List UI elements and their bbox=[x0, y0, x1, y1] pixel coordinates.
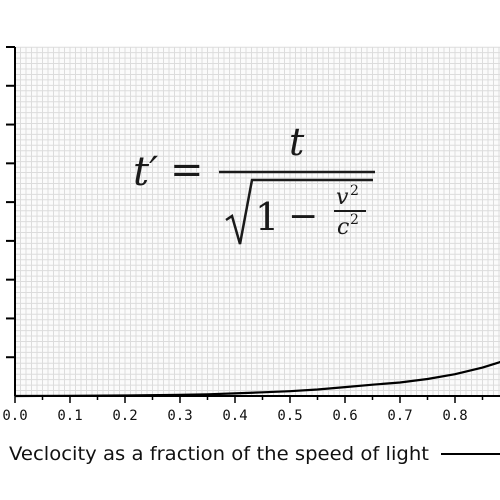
series-line bbox=[14, 360, 500, 398]
x-tick-label: 0.8 bbox=[442, 408, 467, 424]
x-tick-label: 0.2 bbox=[112, 408, 137, 424]
x-axis-title: Veclocity as a fraction of the speed of … bbox=[9, 443, 429, 465]
x-tick-label: 0.6 bbox=[332, 408, 357, 424]
dilation-formula: t′ = t 1 − v 2 c 2 bbox=[133, 120, 375, 245]
formula-c: c bbox=[337, 215, 349, 240]
formula-sqrt-sign bbox=[225, 178, 373, 245]
x-tick-label: 0.7 bbox=[387, 408, 412, 424]
formula-numerator: t bbox=[289, 120, 305, 164]
x-tick-labels: 0.0 0.1 0.2 0.3 0.4 0.5 0.6 0.7 0.8 bbox=[2, 408, 467, 424]
x-tick-label: 0.1 bbox=[57, 408, 82, 424]
chart-grid bbox=[15, 46, 500, 396]
formula-c-exp: 2 bbox=[350, 212, 359, 228]
x-tick-label: 0.3 bbox=[167, 408, 192, 424]
formula-one: 1 bbox=[255, 195, 279, 239]
formula-lhs: t′ bbox=[133, 149, 158, 195]
formula-minus: − bbox=[288, 196, 318, 237]
x-tick-label: 0.4 bbox=[222, 408, 247, 424]
x-tick-label: 0.5 bbox=[277, 408, 302, 424]
chart-series bbox=[14, 360, 500, 398]
formula-v-exp: 2 bbox=[350, 183, 359, 199]
x-tick-label: 0.0 bbox=[2, 408, 27, 424]
formula-equals: = bbox=[170, 147, 204, 193]
formula-v: v bbox=[336, 185, 349, 210]
